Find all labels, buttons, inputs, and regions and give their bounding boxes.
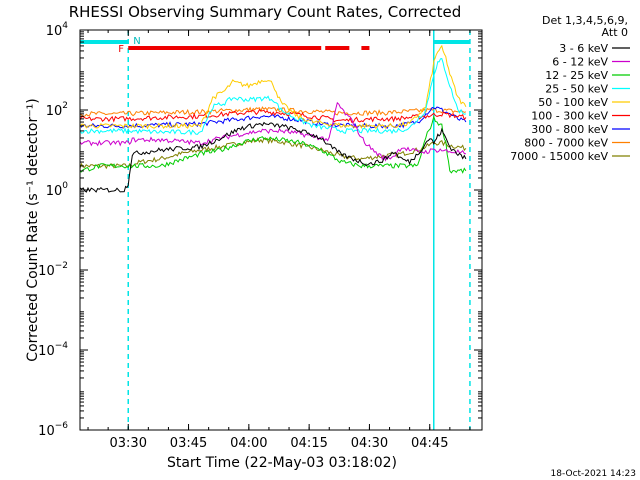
flare-label: F bbox=[118, 44, 124, 55]
plot-frame bbox=[79, 29, 483, 431]
legend-label: 800 - 7000 keV bbox=[524, 137, 608, 150]
x-tick-label: 04:45 bbox=[411, 436, 448, 451]
y-tick-label: 100 bbox=[46, 181, 69, 199]
legend-label: 50 - 100 keV bbox=[538, 96, 608, 109]
night-label: N bbox=[133, 36, 140, 47]
y-tick-label: 10−2 bbox=[38, 261, 68, 279]
legend-label: 7000 - 15000 keV bbox=[510, 150, 608, 163]
series-line-100-300-keV bbox=[79, 108, 467, 123]
legend-label: 12 - 25 keV bbox=[545, 69, 608, 82]
footer-timestamp: 18-Oct-2021 14:23 bbox=[551, 469, 636, 479]
chart-title: RHESSI Observing Summary Count Rates, Co… bbox=[69, 3, 462, 21]
legend-label: 25 - 50 keV bbox=[545, 83, 608, 96]
y-tick-label: 10−6 bbox=[38, 421, 68, 439]
legend-label: 6 - 12 keV bbox=[552, 56, 608, 69]
legend-label: 100 - 300 keV bbox=[531, 110, 608, 123]
legend-header: Det 1,3,4,5,6,9, bbox=[542, 14, 628, 27]
x-tick-label: 03:45 bbox=[170, 436, 207, 451]
x-tick-label: 04:30 bbox=[351, 436, 388, 451]
series-line-12-25-keV bbox=[79, 114, 467, 174]
y-tick-label: 102 bbox=[46, 101, 68, 119]
legend-header: Att 0 bbox=[602, 26, 628, 39]
x-tick-label: 04:15 bbox=[290, 436, 327, 451]
legend-label: 3 - 6 keV bbox=[559, 42, 608, 55]
x-tick-label: 04:00 bbox=[230, 436, 267, 451]
y-axis-label: Corrected Count Rate (s⁻¹ detector⁻¹) bbox=[25, 98, 41, 361]
series-line-50-100-keV bbox=[79, 44, 467, 130]
series-line-6-12-keV bbox=[79, 101, 467, 162]
series-line-7000-15000-keV bbox=[79, 137, 467, 170]
y-tick-label: 104 bbox=[46, 21, 69, 39]
series-line-800-7000-keV bbox=[79, 106, 467, 117]
x-tick-label: 03:30 bbox=[110, 436, 147, 451]
series-line-3-6-keV bbox=[79, 121, 467, 193]
y-tick-label: 10−4 bbox=[38, 341, 68, 359]
series-line-25-50-keV bbox=[79, 58, 466, 136]
plot-area: NF bbox=[79, 30, 471, 430]
legend-label: 300 - 800 keV bbox=[531, 123, 608, 136]
axes: 03:30 03:45 04:00 04:15 04:30 04:45 10−6 10−4 10… bbox=[38, 21, 482, 451]
x-axis-label: Start Time (22-May-03 03:18:02) bbox=[167, 455, 397, 471]
